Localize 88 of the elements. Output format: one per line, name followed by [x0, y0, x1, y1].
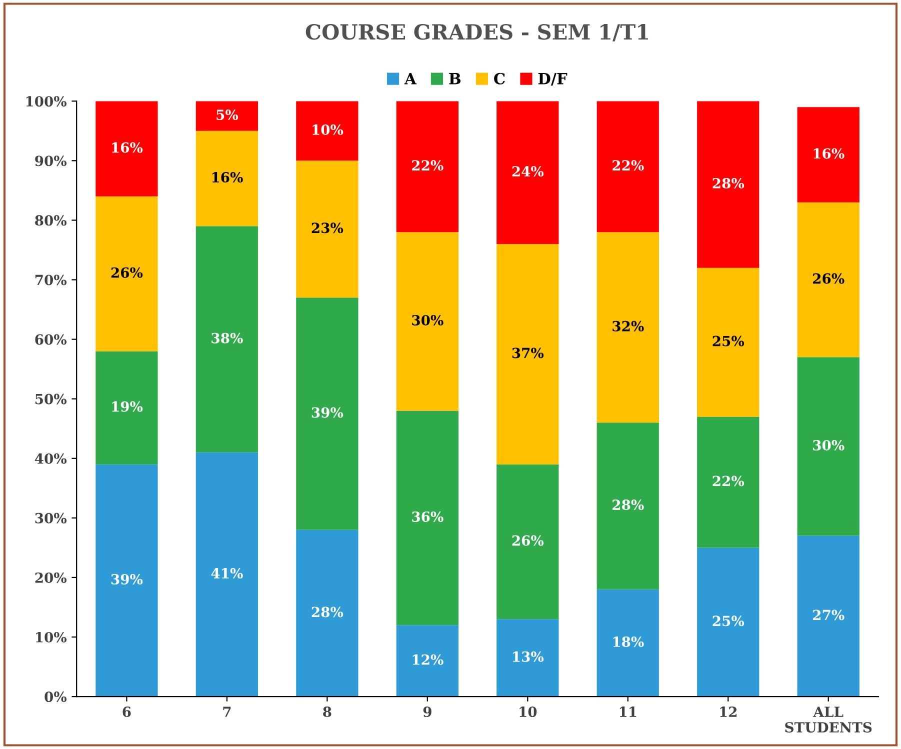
data-label: 30%: [412, 314, 444, 326]
bar: [496, 619, 559, 697]
bar: [496, 464, 559, 620]
bar: [196, 452, 258, 697]
data-label: 16%: [212, 172, 243, 183]
bar: [596, 422, 659, 590]
data-label: 25%: [712, 616, 744, 626]
bar: [296, 101, 358, 161]
bar: [396, 101, 458, 232]
bar: [396, 232, 458, 411]
bar: [196, 130, 258, 226]
bar: [196, 101, 258, 131]
chart-title: COURSE GRADES - SEM 1/T1: [306, 24, 648, 42]
x-tick-label: 8: [323, 706, 332, 718]
data-label: 26%: [111, 267, 143, 278]
bar: [797, 202, 860, 358]
y-tick-label: 40%: [34, 453, 67, 464]
y-tick-label: 0%: [44, 692, 67, 702]
x-tick-label: 6: [122, 706, 131, 718]
data-label: 26%: [512, 535, 544, 546]
x-tick-label: 9: [423, 706, 432, 718]
bar: [96, 464, 158, 697]
y-tick-label: 30%: [35, 512, 67, 524]
data-label: 41%: [211, 568, 243, 579]
data-label: 24%: [512, 166, 544, 177]
bar: [96, 351, 158, 464]
bar: [196, 226, 258, 452]
bar: [296, 298, 358, 530]
data-label: 36%: [412, 511, 444, 522]
data-label: 22%: [712, 476, 744, 486]
bar: [596, 232, 659, 423]
x-tick-label: 12: [720, 706, 737, 717]
y-tick-label: 50%: [35, 394, 67, 404]
data-label: 26%: [813, 273, 844, 284]
data-label: 39%: [312, 407, 344, 418]
data-label: 23%: [312, 222, 344, 234]
legend-label: C: [494, 72, 505, 84]
data-label: 38%: [212, 332, 243, 344]
data-label: 5%: [216, 110, 238, 120]
data-label: 12%: [412, 654, 444, 665]
data-label: 10%: [312, 124, 344, 135]
data-label: 30%: [813, 440, 844, 451]
data-label: 32%: [612, 320, 644, 332]
data-label: 37%: [512, 348, 544, 358]
legend-label: B: [449, 73, 461, 84]
bar: [96, 196, 158, 352]
x-tick-label: 10: [520, 706, 537, 718]
y-tick-label: 10%: [36, 632, 67, 642]
data-label: 22%: [412, 160, 444, 171]
x-tick-label: 7: [223, 706, 231, 717]
bar: [396, 625, 458, 697]
bar: [697, 416, 760, 548]
data-label: 27%: [813, 610, 844, 620]
y-tick-label: 60%: [35, 334, 67, 345]
data-label: 16%: [112, 142, 143, 153]
bar: [697, 548, 760, 697]
y-tick-label: 20%: [35, 572, 67, 583]
x-tick-label: ALL STUDENTS: [785, 706, 872, 733]
legend-label: D/F: [538, 73, 568, 86]
bar: [96, 101, 158, 196]
bar: [496, 244, 559, 464]
data-label: 18%: [613, 636, 644, 648]
data-label: 28%: [712, 178, 744, 189]
bar: [797, 536, 860, 697]
bar: [697, 101, 760, 268]
y-tick-label: 90%: [35, 156, 67, 166]
data-label: 19%: [112, 401, 143, 412]
bar: [797, 107, 860, 202]
x-tick-label: 11: [620, 706, 636, 717]
y-tick-label: 70%: [35, 274, 67, 286]
bar: [296, 160, 358, 298]
data-label: 16%: [814, 148, 844, 159]
data-label: 13%: [513, 651, 544, 662]
y-tick-label: 80%: [35, 215, 67, 226]
legend-label: A: [404, 73, 417, 84]
bar: [296, 530, 358, 697]
data-label: 28%: [612, 500, 644, 510]
data-label: 28%: [312, 606, 344, 618]
bar: [596, 589, 659, 697]
data-label: 39%: [111, 574, 143, 584]
bar: [396, 410, 458, 626]
bar: [496, 101, 559, 244]
y-tick-label: 100%: [26, 96, 67, 107]
bar: [797, 357, 860, 536]
bar: [697, 268, 760, 417]
bar: [596, 101, 659, 232]
data-label: 25%: [712, 336, 744, 346]
data-label: 22%: [612, 160, 644, 171]
